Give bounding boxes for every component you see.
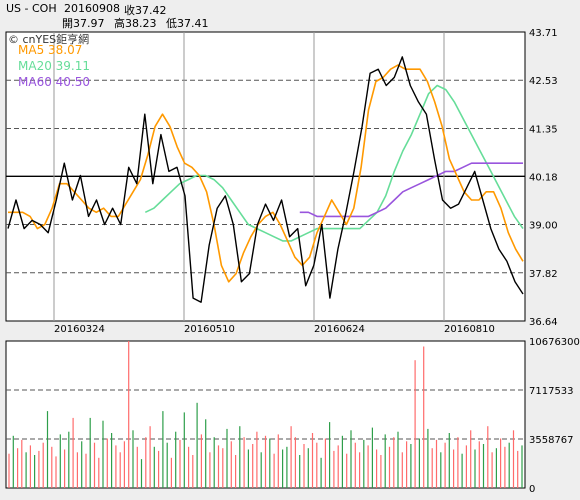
price-y-tick-label: 37.82 bbox=[529, 269, 558, 280]
price-y-ticks: 43.71 42.53 41.35 40.18 39.00 37.82 36.64 bbox=[529, 28, 558, 328]
price-y-tick-label: 43.71 bbox=[529, 28, 558, 39]
open-label: 開37.97 bbox=[62, 17, 105, 30]
ma20-line bbox=[144, 84, 524, 242]
price-y-tick-label: 36.64 bbox=[529, 317, 558, 328]
ma5-line bbox=[8, 64, 524, 283]
volume-y-tick-label: 7117533 bbox=[529, 386, 574, 397]
price-series bbox=[7, 56, 524, 303]
close-label: 收37.42 bbox=[124, 4, 167, 17]
ma20-legend: MA20 39.11 bbox=[18, 59, 90, 73]
ma60-line bbox=[299, 162, 523, 218]
volume-y-tick-label: 0 bbox=[529, 484, 535, 495]
price-y-tick-label: 40.18 bbox=[529, 172, 558, 183]
price-x-tick-label: 20160324 bbox=[54, 324, 105, 335]
volume-y-ticks: 10676300 7117533 3558767 0 bbox=[529, 337, 580, 495]
price-x-ticks: 20160324 20160510 20160624 20160810 bbox=[53, 32, 495, 335]
date-label: 20160908 bbox=[64, 2, 120, 15]
watermark-label: © cnYES鉅亨網 bbox=[8, 33, 90, 46]
ma5-legend: MA5 38.07 bbox=[18, 43, 83, 57]
price-x-tick-label: 20160624 bbox=[314, 324, 365, 335]
price-y-tick-label: 42.53 bbox=[529, 76, 558, 87]
ma60-legend: MA60 40.50 bbox=[18, 75, 90, 89]
price-x-tick-label: 20160810 bbox=[444, 324, 495, 335]
price-y-tick-label: 41.35 bbox=[529, 124, 558, 135]
symbol-label: US - COH bbox=[6, 2, 57, 15]
volume-y-tick-label: 10676300 bbox=[529, 337, 580, 348]
low-label: 低37.41 bbox=[166, 17, 209, 30]
volume-bars bbox=[8, 341, 523, 488]
volume-y-tick-label: 3558767 bbox=[529, 435, 574, 446]
price-y-tick-label: 39.00 bbox=[529, 221, 558, 232]
high-label: 高38.23 bbox=[114, 17, 157, 30]
price-x-tick-label: 20160510 bbox=[184, 324, 235, 335]
price-line bbox=[7, 56, 524, 303]
